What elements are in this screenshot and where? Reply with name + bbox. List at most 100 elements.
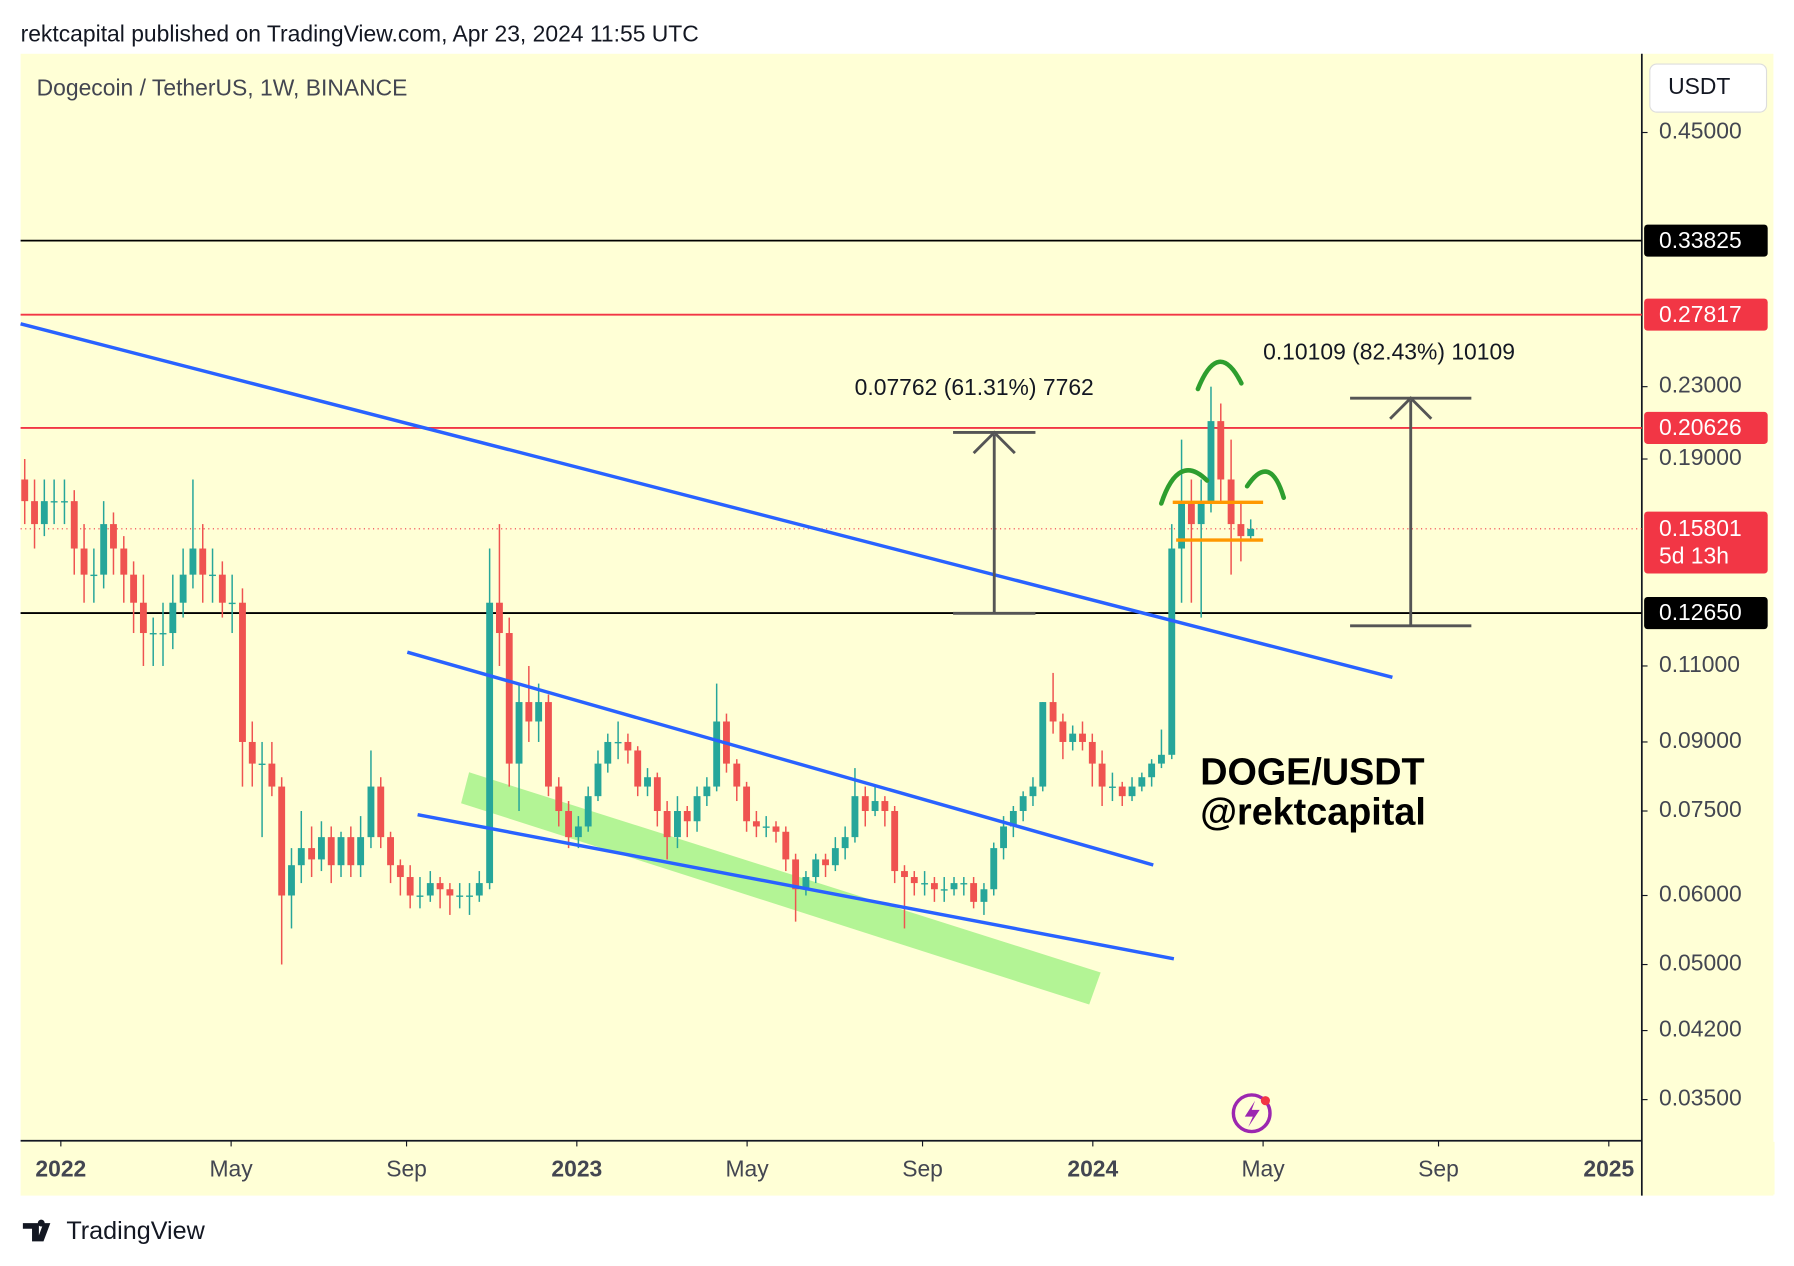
x-tick-label: May <box>210 1156 254 1182</box>
candle-body <box>159 633 167 635</box>
y-tick-label: 0.05000 <box>1659 950 1742 976</box>
axis-mask <box>1642 1141 1775 1195</box>
measure-label: 0.10109 (82.43%) 10109 <box>1263 339 1515 365</box>
y-tick-label: 0.03500 <box>1659 1085 1742 1111</box>
alert-icon-bolt <box>1244 1100 1260 1127</box>
candle-body <box>663 811 671 838</box>
candle-body <box>297 848 305 866</box>
y-tick-label: 0.04200 <box>1659 1016 1742 1042</box>
y-tick-label: 0.19000 <box>1659 444 1742 470</box>
candle-body <box>584 796 592 827</box>
head-shoulders <box>1159 359 1287 506</box>
candle-body <box>239 602 246 742</box>
footer: TradingView <box>22 1217 206 1245</box>
candle-body <box>574 826 582 838</box>
candle-body <box>486 602 494 884</box>
candle-body <box>891 811 899 872</box>
candle-body <box>416 895 424 897</box>
candle-body <box>1019 796 1027 812</box>
candle-body <box>990 848 998 890</box>
candle-body <box>1079 733 1086 742</box>
candle-body <box>535 702 543 722</box>
plot-background <box>20 53 1642 1141</box>
candle-body <box>61 501 68 503</box>
candle-body <box>822 859 829 866</box>
candle-body <box>189 548 197 575</box>
candle-body <box>90 574 98 577</box>
candle-body <box>653 777 661 812</box>
candle-body <box>218 574 226 603</box>
candle-body <box>327 837 335 866</box>
level-tag-label: 0.27817 <box>1659 301 1742 327</box>
currency-button[interactable] <box>1649 63 1768 113</box>
candle-body <box>1138 777 1146 787</box>
candle-body <box>1207 421 1215 502</box>
candle-body <box>1098 763 1106 787</box>
candle-body <box>594 763 602 797</box>
candle-body <box>426 883 434 896</box>
candle-body <box>110 524 117 549</box>
x-tick-label: May <box>725 1156 769 1182</box>
candle-body <box>149 633 157 635</box>
candle-body <box>634 750 642 787</box>
candle-body <box>466 895 473 897</box>
measure-label: 0.07762 (61.31%) 7762 <box>855 374 1094 400</box>
axes: 0.45000 0.23000 0.19000 0.11000 0.09000 0.075… <box>35 118 1775 1195</box>
candle-body <box>1088 741 1096 764</box>
y-tick-label: 0.09000 <box>1659 727 1742 753</box>
candle-body <box>930 883 938 890</box>
measure-right <box>1350 396 1472 628</box>
candle-body <box>317 837 325 860</box>
candle-body <box>545 702 552 787</box>
candle-body <box>308 848 316 860</box>
candle-body <box>1128 786 1136 797</box>
candle-body <box>1049 702 1057 722</box>
candle-body <box>505 633 513 764</box>
x-tick-label: 2025 <box>1583 1156 1634 1182</box>
candle-body <box>565 811 573 838</box>
candle-body <box>1247 528 1255 537</box>
candle-body <box>980 889 988 902</box>
candle-body <box>357 837 365 866</box>
candle-body <box>831 848 839 866</box>
candle-body <box>50 501 58 503</box>
candle-body <box>624 741 632 751</box>
candle-body <box>871 801 879 812</box>
candle-body <box>1029 786 1037 797</box>
candle-body <box>21 479 29 502</box>
candle-body <box>139 602 147 634</box>
brand-logo <box>22 1219 51 1242</box>
candle-body <box>40 501 48 525</box>
candle-body <box>377 786 385 838</box>
x-tick-label: May <box>1241 1156 1285 1182</box>
candle-body <box>31 501 38 525</box>
alert-icon[interactable] <box>1231 1093 1272 1134</box>
candle-body <box>475 883 483 896</box>
candle-body <box>1178 501 1186 549</box>
candle-body <box>387 837 394 866</box>
y-tick-label: 0.23000 <box>1659 372 1742 398</box>
candle-body <box>209 574 216 577</box>
candle-body <box>258 763 266 765</box>
last-price-tag <box>1644 511 1768 574</box>
candle-body <box>1000 826 1007 849</box>
level-tag-label: 0.33825 <box>1659 227 1742 253</box>
drawings-top: 0.07762 (61.31%) 7762 0.10109 (82.43%) 1… <box>20 322 1515 1134</box>
time-axis-background <box>20 1140 1642 1196</box>
candle-body <box>604 741 612 764</box>
level-tag <box>1644 597 1768 630</box>
candle-body <box>1168 548 1176 755</box>
candle-body <box>1069 733 1077 742</box>
levels <box>20 239 1642 614</box>
candle-body <box>683 811 691 822</box>
candle-body <box>1009 811 1017 827</box>
candle-body <box>1039 702 1047 787</box>
candle-body <box>120 548 128 575</box>
candle-body <box>436 883 444 890</box>
candle-body <box>792 859 800 890</box>
level-tag-label: 0.12650 <box>1659 599 1742 625</box>
y-tick-label: 0.07500 <box>1659 796 1742 822</box>
candle-body <box>703 786 711 797</box>
candle-body <box>1197 501 1205 525</box>
level-tag <box>1644 411 1768 444</box>
